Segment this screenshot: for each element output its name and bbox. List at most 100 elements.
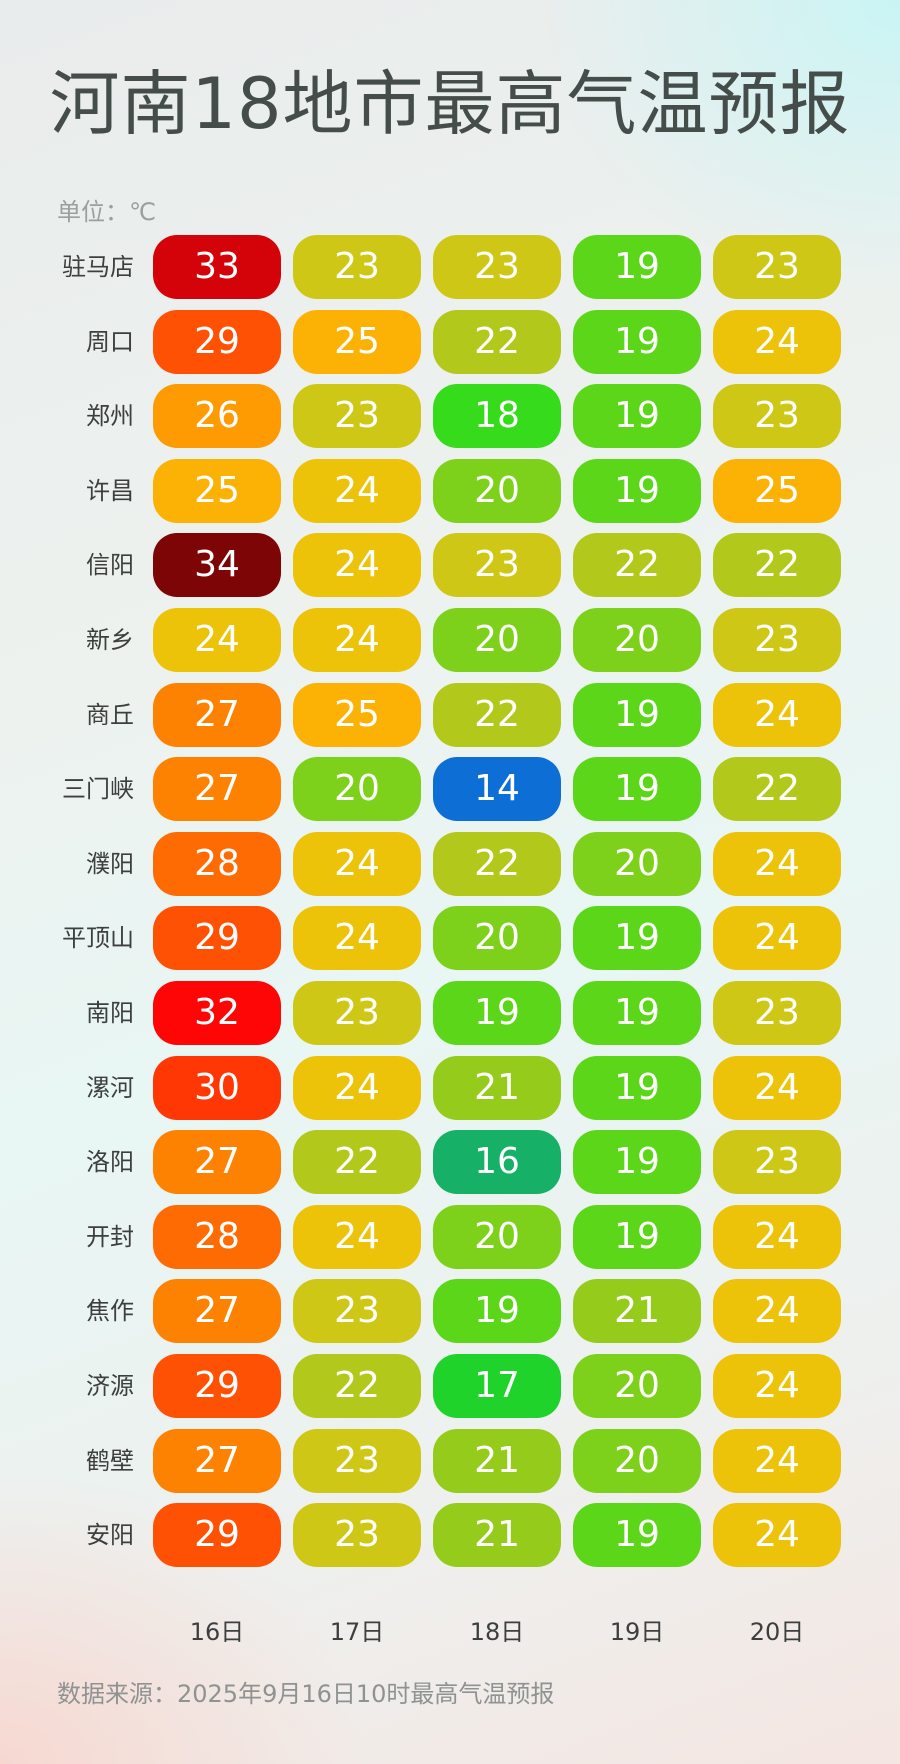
day-label: 16日 xyxy=(189,1618,245,1646)
data-source-note: 数据来源：2025年9月16日10时最高气温预报 xyxy=(57,1680,555,1708)
temperature-cell: 26 xyxy=(153,384,281,449)
temperature-cell: 19 xyxy=(573,1204,701,1269)
city-label: 开封 xyxy=(86,1222,134,1251)
temperature-cell: 19 xyxy=(433,981,561,1045)
temperature-cell: 23 xyxy=(713,235,841,299)
city-label: 新乡 xyxy=(86,626,134,654)
temperature-cell: 24 xyxy=(713,1279,841,1344)
temperature-cell: 16 xyxy=(433,1130,561,1195)
temperature-cell: 23 xyxy=(713,608,841,672)
day-label: 20日 xyxy=(749,1618,805,1646)
temperature-cell: 24 xyxy=(293,1204,421,1269)
temperature-cell: 24 xyxy=(713,831,841,896)
temperature-cell: 20 xyxy=(433,906,561,971)
city-label: 商丘 xyxy=(86,700,134,729)
city-label: 南阳 xyxy=(86,999,134,1027)
temperature-cell: 20 xyxy=(573,831,701,896)
temperature-cell: 24 xyxy=(713,1055,841,1120)
temperature-cell: 20 xyxy=(573,1354,701,1418)
temperature-cell: 23 xyxy=(293,1428,421,1493)
temperature-cell: 19 xyxy=(573,757,701,822)
temperature-cell: 19 xyxy=(573,384,701,449)
temperature-cell: 20 xyxy=(433,1204,561,1269)
temperature-cell: 24 xyxy=(293,608,421,672)
temperature-cell: 27 xyxy=(153,1130,281,1195)
temperature-cell: 23 xyxy=(433,533,561,598)
temperature-cell: 20 xyxy=(573,1428,701,1493)
city-label: 平顶山 xyxy=(62,924,134,953)
temperature-cell: 25 xyxy=(153,458,281,523)
temperature-cell: 29 xyxy=(153,309,281,374)
temperature-cell: 29 xyxy=(153,906,281,971)
day-label: 19日 xyxy=(609,1618,665,1646)
temperature-cell: 24 xyxy=(293,831,421,896)
temperature-cell: 19 xyxy=(573,981,701,1045)
page-title: 河南18地市最高气温预报 xyxy=(49,63,851,145)
temperature-cell: 25 xyxy=(293,309,421,374)
temperature-cell: 23 xyxy=(433,235,561,299)
temperature-cell: 23 xyxy=(293,384,421,449)
unit-label: 单位：℃ xyxy=(57,198,156,226)
temperature-cell: 23 xyxy=(713,384,841,449)
city-label: 焦作 xyxy=(86,1297,134,1326)
temperature-cell: 19 xyxy=(573,1055,701,1120)
temperature-cell: 14 xyxy=(433,757,561,822)
temperature-cell: 23 xyxy=(713,1130,841,1195)
temperature-cell: 24 xyxy=(713,682,841,747)
temperature-cell: 27 xyxy=(153,682,281,747)
temperature-cell: 19 xyxy=(573,682,701,747)
temperature-cell: 23 xyxy=(713,981,841,1045)
city-label: 安阳 xyxy=(86,1521,134,1550)
city-label: 信阳 xyxy=(86,551,134,580)
temperature-cell: 21 xyxy=(433,1428,561,1493)
temperature-cell: 24 xyxy=(713,1204,841,1269)
city-label: 周口 xyxy=(86,327,134,356)
day-label: 18日 xyxy=(469,1618,525,1646)
temperature-cell: 22 xyxy=(433,831,561,896)
temperature-cell: 19 xyxy=(573,309,701,374)
temperature-cell: 27 xyxy=(153,757,281,822)
temperature-cell: 23 xyxy=(293,1503,421,1568)
temperature-cell: 22 xyxy=(293,1354,421,1418)
temperature-cell: 24 xyxy=(293,533,421,598)
city-label: 许昌 xyxy=(86,476,134,505)
temperature-cell: 23 xyxy=(293,1279,421,1344)
temperature-cell: 34 xyxy=(153,533,281,598)
temperature-cell: 24 xyxy=(713,1503,841,1568)
city-label: 济源 xyxy=(86,1372,134,1400)
city-label: 驻马店 xyxy=(62,253,134,281)
temperature-cell: 21 xyxy=(573,1279,701,1344)
temperature-cell: 24 xyxy=(293,1055,421,1120)
city-label: 洛阳 xyxy=(86,1148,134,1177)
temperature-cell: 25 xyxy=(713,458,841,523)
temperature-cell: 33 xyxy=(153,235,281,299)
temperature-cell: 22 xyxy=(713,757,841,822)
temperature-cell: 22 xyxy=(293,1130,421,1195)
temperature-cell: 18 xyxy=(433,384,561,449)
temperature-cell: 28 xyxy=(153,1204,281,1269)
city-label: 三门峡 xyxy=(62,775,134,804)
temperature-cell: 24 xyxy=(713,1428,841,1493)
day-label: 17日 xyxy=(329,1618,385,1646)
temperature-cell: 19 xyxy=(573,1503,701,1568)
temperature-cell: 19 xyxy=(433,1279,561,1344)
temperature-cell: 19 xyxy=(573,235,701,299)
city-label: 漯河 xyxy=(86,1073,134,1102)
city-label: 鹤壁 xyxy=(86,1446,134,1475)
temperature-cell: 20 xyxy=(433,458,561,523)
temperature-cell: 27 xyxy=(153,1279,281,1344)
temperature-cell: 27 xyxy=(153,1428,281,1493)
temperature-cell: 23 xyxy=(293,981,421,1045)
temperature-cell: 19 xyxy=(573,906,701,971)
temperature-cell: 17 xyxy=(433,1354,561,1418)
temperature-cell: 29 xyxy=(153,1503,281,1568)
temperature-cell: 21 xyxy=(433,1055,561,1120)
temperature-cell: 32 xyxy=(153,981,281,1045)
temperature-cell: 22 xyxy=(713,533,841,598)
city-label: 濮阳 xyxy=(86,849,134,878)
temperature-cell: 22 xyxy=(433,682,561,747)
temperature-cell: 29 xyxy=(153,1354,281,1418)
temperature-cell: 24 xyxy=(293,458,421,523)
temperature-cell: 20 xyxy=(433,608,561,672)
